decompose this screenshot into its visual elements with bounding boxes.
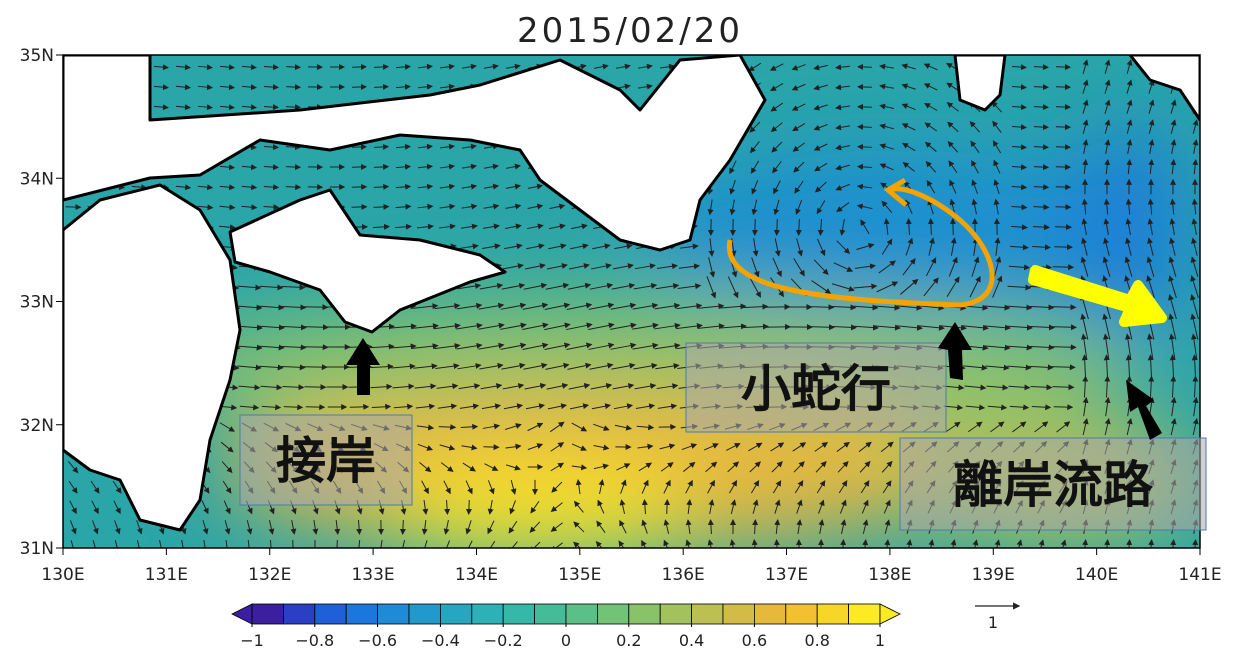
colorbar-tick-label: 0.2 xyxy=(616,631,641,650)
x-tick-label: 134E xyxy=(455,565,498,585)
map-title: 2015/02/20 xyxy=(517,11,743,51)
x-tick-label: 139E xyxy=(972,565,1015,585)
current-vector xyxy=(777,219,778,235)
colorbar-segment xyxy=(252,604,283,624)
annotation-small-meander: 小蛇行 xyxy=(741,360,891,418)
colorbar-segment xyxy=(629,604,660,624)
current-vector xyxy=(765,307,790,308)
colorbar-tick-label: 0 xyxy=(561,631,571,650)
vector-legend: 1 xyxy=(975,606,1019,632)
x-tick-label: 136E xyxy=(662,565,705,585)
colorbar-segment xyxy=(472,604,503,624)
colorbar-segment xyxy=(754,604,785,624)
colorbar-tick-label: 0.4 xyxy=(679,631,704,650)
current-vector xyxy=(1053,267,1073,268)
current-vector xyxy=(858,107,872,108)
colorbar-tick-label: 0.6 xyxy=(742,631,767,650)
current-vector xyxy=(483,447,498,448)
colorbar-segment xyxy=(786,604,817,624)
colorbar-segment xyxy=(315,604,346,624)
colorbar-extend-high xyxy=(880,604,900,624)
current-vector xyxy=(66,207,81,208)
colorbar-segment xyxy=(378,604,409,624)
y-tick-label: 34N xyxy=(20,169,54,189)
current-vector xyxy=(303,367,327,368)
colorbar-segment xyxy=(440,604,471,624)
colorbar: −1 −0.8 −0.6 −0.4 −0.2 0 0.2 0.4 0.6 0.8 1 xyxy=(232,604,900,650)
current-vector xyxy=(286,67,300,68)
colorbar-tick-label: 1 xyxy=(875,631,885,650)
x-tick-label: 137E xyxy=(765,565,808,585)
x-tick-label: 135E xyxy=(558,565,601,585)
current-vector xyxy=(286,107,300,108)
current-vector xyxy=(953,219,954,235)
colorbar-segment xyxy=(692,604,723,624)
colorbar-segment xyxy=(283,604,314,624)
colorbar-segment xyxy=(597,604,628,624)
x-tick-label: 131E xyxy=(145,565,188,585)
current-vector xyxy=(305,387,326,388)
current-vector xyxy=(286,87,300,88)
current-vector xyxy=(350,407,368,408)
current-vector xyxy=(667,500,668,514)
current-vector xyxy=(302,347,327,348)
x-tick-label: 133E xyxy=(351,565,394,585)
current-vector xyxy=(1054,407,1072,408)
reference-vector-label: 1 xyxy=(988,613,998,632)
colorbar-tick-label: −0.6 xyxy=(358,631,397,650)
colorbar-segment xyxy=(409,604,440,624)
colorbar-extend-low xyxy=(232,604,252,624)
current-vector xyxy=(858,127,872,128)
colorbar-tick-label: −0.4 xyxy=(421,631,460,650)
y-tick-label: 32N xyxy=(20,416,54,436)
current-vector xyxy=(337,540,338,554)
current-vector xyxy=(403,520,404,534)
annotation-offshore-path: 離岸流路 xyxy=(953,456,1154,514)
annotation-approach: 接岸 xyxy=(276,432,376,490)
x-tick-label: 140E xyxy=(1075,565,1118,585)
colorbar-segment xyxy=(566,604,597,624)
colorbar-segment xyxy=(346,604,377,624)
current-vector xyxy=(303,307,328,308)
colorbar-segment xyxy=(849,604,880,624)
y-tick-label: 31N xyxy=(20,539,54,559)
x-tick-label: 130E xyxy=(41,565,84,585)
colorbar-tick-label: −1 xyxy=(240,631,264,650)
colorbar-tick-label: −0.2 xyxy=(484,631,523,650)
colorbar-tick-label: 0.8 xyxy=(804,631,829,650)
y-tick-label: 33N xyxy=(20,293,54,313)
current-vector xyxy=(293,540,294,554)
x-tick-label: 141E xyxy=(1178,565,1221,585)
current-vector xyxy=(1054,247,1072,248)
current-vector xyxy=(286,167,300,168)
current-vector xyxy=(469,500,470,514)
current-vector xyxy=(286,187,300,188)
current-vector xyxy=(1053,387,1074,388)
colorbar-segment xyxy=(660,604,691,624)
colorbar-segment xyxy=(535,604,566,624)
current-vector xyxy=(931,219,932,235)
y-tick-label: 35N xyxy=(20,46,54,66)
x-tick-label: 132E xyxy=(248,565,291,585)
colorbar-segment xyxy=(503,604,534,624)
colorbar-segment xyxy=(817,604,848,624)
colorbar-tick-label: −0.8 xyxy=(295,631,334,650)
x-tick-label: 138E xyxy=(868,565,911,585)
colorbar-segment xyxy=(723,604,754,624)
